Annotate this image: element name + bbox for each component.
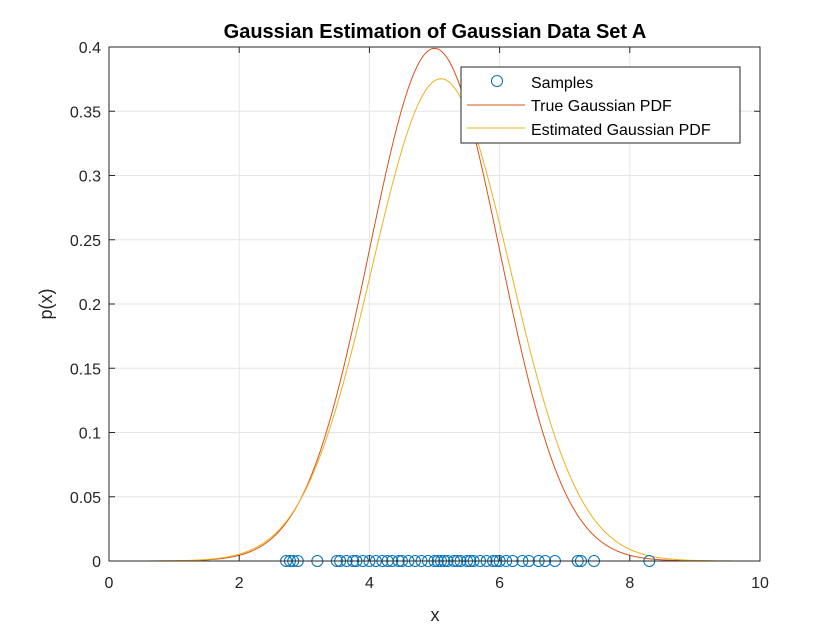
y-tick-label: 0.15 <box>70 361 101 378</box>
x-axis-label: x <box>431 605 440 625</box>
y-tick-label: 0.05 <box>70 490 101 507</box>
y-tick-label: 0.3 <box>79 169 101 186</box>
y-axis-label: p(x) <box>36 289 56 320</box>
chart-title: Gaussian Estimation of Gaussian Data Set… <box>224 21 647 43</box>
series-line-true-gaussian-pdf <box>109 47 760 562</box>
y-tick-label: 0.2 <box>79 297 101 314</box>
legend-true-label: True Gaussian PDF <box>531 98 672 115</box>
y-tick-label: 0.4 <box>79 40 101 57</box>
y-tick-label: 0 <box>92 554 101 571</box>
x-tick-label: 8 <box>625 575 634 592</box>
x-tick-label: 10 <box>751 575 769 592</box>
x-tick-label: 0 <box>105 575 114 592</box>
ticks: 0 2 4 6 8 10 0 0.05 0.1 0.15 0.2 0.25 0.3 0.35 0.4 <box>70 40 769 592</box>
legend-samples-label: Samples <box>531 75 593 92</box>
x-tick-label: 2 <box>235 575 244 592</box>
y-tick-label: 0.35 <box>70 104 101 121</box>
x-tick-label: 4 <box>365 575 374 592</box>
legend-samples-marker <box>491 75 503 87</box>
x-tick-label: 6 <box>495 575 504 592</box>
y-tick-label: 0.25 <box>70 233 101 250</box>
legend-estimated-label: Estimated Gaussian PDF <box>531 122 711 139</box>
legend: Samples True Gaussian PDF Estimated Gaus… <box>460 66 741 144</box>
y-tick-label: 0.1 <box>79 426 101 443</box>
